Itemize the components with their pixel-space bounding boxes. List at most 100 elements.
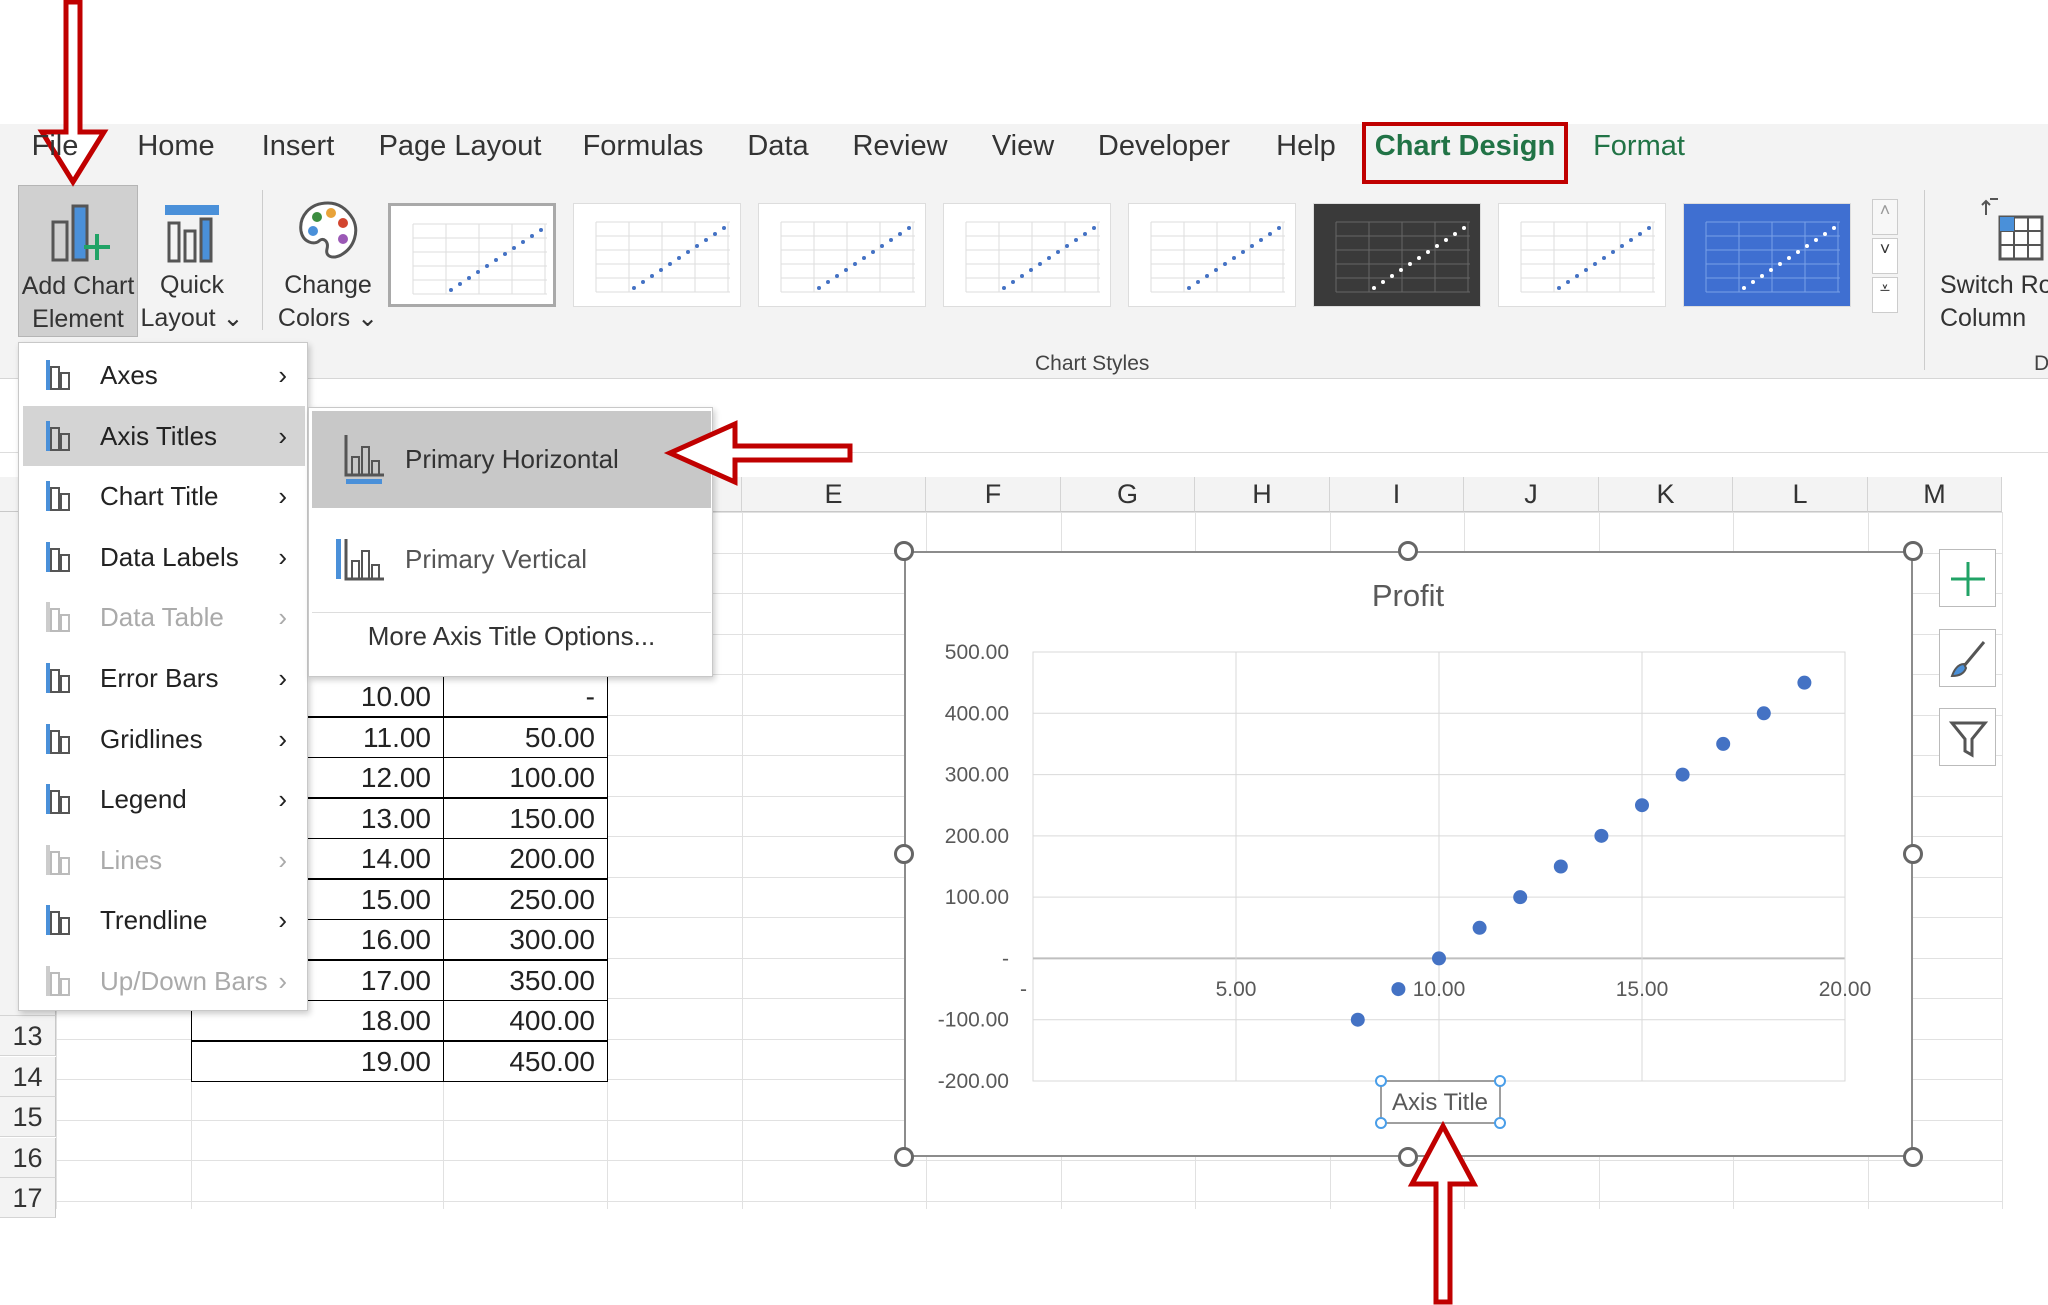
chart-style-8[interactable] [1683, 203, 1851, 307]
chart-style-2[interactable] [573, 203, 741, 307]
tab-home[interactable]: Home [137, 130, 215, 162]
tab-formulas[interactable]: Formulas [582, 130, 704, 162]
menu-item-chart-title[interactable]: Chart Title › [23, 466, 305, 526]
menu-item-error-bars[interactable]: Error Bars › [23, 648, 305, 708]
menu-item-data-table[interactable]: Data Table › [23, 587, 305, 647]
tab-insert[interactable]: Insert [261, 130, 335, 162]
row-header-15[interactable]: 15 [0, 1097, 56, 1137]
row-header-16[interactable]: 16 [0, 1137, 56, 1178]
data-point[interactable] [1553, 859, 1568, 874]
axis-title-resize-handle[interactable] [1494, 1075, 1506, 1087]
table-cell-profit[interactable]: 100.00 [443, 757, 608, 798]
tab-view[interactable]: View [991, 130, 1055, 162]
data-point[interactable] [1797, 675, 1812, 690]
column-header-F[interactable]: F [926, 477, 1061, 512]
table-cell-profit[interactable]: 200.00 [443, 838, 608, 879]
chart-resize-handle[interactable] [1903, 541, 1923, 561]
chart-style-6[interactable] [1313, 203, 1481, 307]
data-point[interactable] [1716, 736, 1731, 751]
add-chart-element-button[interactable]: Add Chart Element ⌄ [18, 185, 138, 366]
data-point[interactable] [1513, 890, 1528, 905]
chart-title[interactable]: Profit [1372, 578, 1445, 613]
tab-developer[interactable]: Developer [1097, 130, 1231, 162]
change-colors-button[interactable]: Change Colors ⌄ [275, 193, 381, 335]
menu-item-primary-horizontal[interactable]: Primary Horizontal [312, 411, 711, 508]
menu-item-data-labels[interactable]: Data Labels › [23, 527, 305, 587]
chart-elements-button[interactable] [1939, 549, 1996, 607]
table-cell-profit[interactable]: 250.00 [443, 878, 608, 920]
paintbrush-icon [1950, 641, 1986, 678]
column-header-E[interactable]: E [742, 477, 926, 512]
table-cell-profit[interactable]: 50.00 [443, 716, 608, 758]
tab-data[interactable]: Data [747, 130, 809, 162]
table-cell-profit[interactable]: 300.00 [443, 919, 608, 960]
column-header-G[interactable]: G [1061, 477, 1195, 512]
chart-resize-handle[interactable] [1903, 844, 1923, 864]
chart-style-4[interactable] [943, 203, 1111, 307]
chart-style-1[interactable] [388, 203, 556, 307]
column-header-H[interactable]: H [1195, 477, 1330, 512]
data-point[interactable] [1594, 828, 1609, 843]
switch-row-column-button[interactable]: Switch Ro Column [1940, 193, 2048, 335]
menu-item-primary-vertical[interactable]: Primary Vertical [312, 511, 711, 608]
data-point[interactable] [1350, 1012, 1365, 1027]
menu-item-axis-titles[interactable]: Axis Titles › [23, 405, 305, 466]
chart-resize-handle[interactable] [1398, 541, 1418, 561]
tab-chart-design[interactable]: Chart Design [1374, 130, 1556, 162]
tab-file[interactable]: File [31, 130, 79, 162]
chart-style-5[interactable] [1128, 203, 1296, 307]
chart-filters-button[interactable] [1939, 708, 1996, 766]
column-header-L[interactable]: L [1733, 477, 1868, 512]
row-header-14[interactable]: 14 [0, 1056, 56, 1097]
tab-format[interactable]: Format [1593, 130, 1685, 162]
menu-item-axes[interactable]: Axes › [23, 345, 305, 405]
updown-bars-icon [46, 966, 70, 996]
switch-row-column-label: Switch Ro [1940, 271, 2048, 299]
chart-resize-handle[interactable] [894, 541, 914, 561]
chart-resize-handle[interactable] [1398, 1147, 1418, 1167]
data-point[interactable] [1756, 706, 1771, 721]
menu-item-gridlines[interactable]: Gridlines › [23, 709, 305, 769]
data-point[interactable] [1635, 798, 1649, 813]
axis-title-resize-handle[interactable] [1375, 1117, 1387, 1129]
chart-styles-button[interactable] [1939, 629, 1996, 687]
chart-resize-handle[interactable] [1903, 1147, 1923, 1167]
table-cell-profit[interactable]: 400.00 [443, 1000, 608, 1041]
menu-item-lines[interactable]: Lines › [23, 830, 305, 890]
gallery-scroll-up[interactable]: ˄ [1872, 199, 1898, 235]
table-cell-profit[interactable]: 350.00 [443, 959, 608, 1001]
tab-page-layout[interactable]: Page Layout [378, 130, 542, 162]
column-header-I[interactable]: I [1330, 477, 1464, 512]
menu-item-more-axis-title-options[interactable]: More Axis Title Options... [312, 596, 711, 676]
data-point[interactable] [1472, 920, 1487, 935]
menu-item-legend[interactable]: Legend › [23, 769, 305, 829]
menu-item-up-down-bars[interactable]: Up/Down Bars › [23, 951, 305, 1011]
column-header-K[interactable]: K [1599, 477, 1733, 512]
gallery-scroll-down[interactable]: ˅ [1872, 238, 1898, 274]
data-point[interactable] [1391, 982, 1406, 997]
menu-item-trendline[interactable]: Trendline › [23, 890, 305, 950]
chart-resize-handle[interactable] [894, 844, 914, 864]
data-point[interactable] [1675, 767, 1690, 782]
tab-review[interactable]: Review [852, 130, 948, 162]
chart-style-3[interactable] [758, 203, 926, 307]
table-cell-profit[interactable]: 450.00 [443, 1040, 608, 1082]
tab-help[interactable]: Help [1276, 130, 1336, 162]
data-point[interactable] [1432, 951, 1446, 966]
table-cell-profit[interactable]: - [443, 676, 608, 717]
axis-title-box[interactable] [1380, 1080, 1501, 1124]
chart-area[interactable]: Profit 500.00 400.00 300.00 200.00 100.00- -10… [904, 551, 1913, 1157]
axis-title-resize-handle[interactable] [1375, 1075, 1387, 1087]
row-header-13[interactable]: 13 [0, 1016, 56, 1056]
column-header-J[interactable]: J [1464, 477, 1599, 512]
axis-title-resize-handle[interactable] [1494, 1117, 1506, 1129]
column-header-M[interactable]: M [1868, 477, 2002, 512]
chart-style-7[interactable] [1498, 203, 1666, 307]
chart-resize-handle[interactable] [894, 1147, 914, 1167]
x-axis-title[interactable]: Axis Title [1392, 1089, 1488, 1116]
table-cell-x[interactable]: 19.00 [191, 1040, 444, 1082]
gallery-more[interactable]: ⩡ [1872, 277, 1898, 313]
row-header-17[interactable]: 17 [0, 1178, 56, 1218]
quick-layout-button[interactable]: Quick Layout ⌄ [140, 193, 244, 335]
table-cell-profit[interactable]: 150.00 [443, 797, 608, 839]
